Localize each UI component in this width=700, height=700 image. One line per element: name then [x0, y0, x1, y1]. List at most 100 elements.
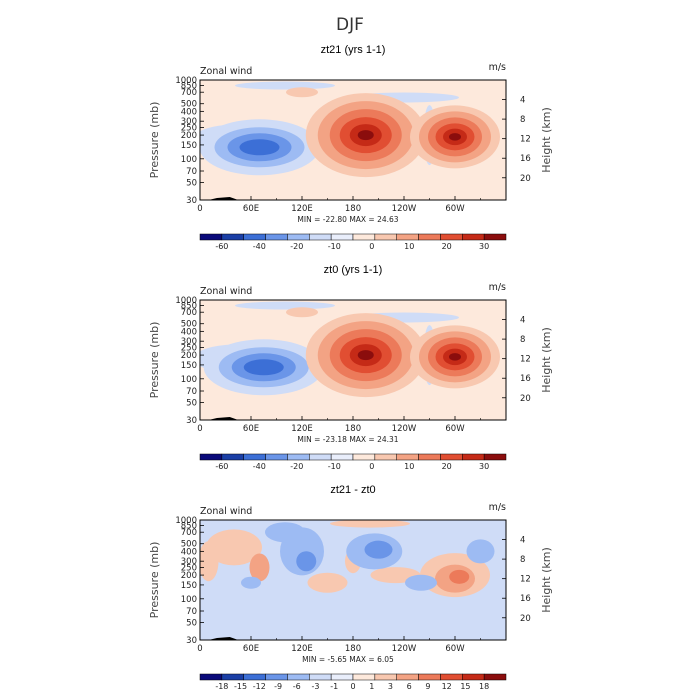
stats-label: MIN = -5.65 MAX = 6.05 [302, 655, 394, 664]
x-tick-label: 0 [197, 204, 202, 214]
x-tick-label: 60W [445, 204, 465, 214]
easterly-contour [243, 359, 284, 376]
easterly-contour [239, 139, 280, 156]
colorbar-swatch [199, 673, 223, 681]
pressure-tick-label: 1000 [175, 296, 197, 306]
colorbar-swatch [221, 673, 244, 681]
pressure-tick-label: 70 [186, 607, 197, 617]
colorbar-swatch [396, 233, 419, 241]
x-tick-label: 120E [291, 204, 313, 214]
pressure-tick-label: 150 [181, 581, 197, 591]
pressure-tick-label: 400 [181, 107, 197, 117]
pressure-tick-label: 1000 [175, 516, 197, 526]
height-tick-label: 4 [520, 96, 525, 106]
colorbar-label: -10 [328, 462, 341, 471]
colorbar-label: -3 [312, 682, 320, 691]
colorbar-label: -9 [274, 682, 282, 691]
colorbar-label: 18 [479, 682, 489, 691]
contour-field [200, 300, 506, 420]
x-tick-label: 60W [445, 644, 465, 654]
pressure-tick-label: 30 [186, 196, 197, 206]
westerly-contour [449, 353, 461, 361]
pressure-tick-label: 850 [181, 302, 197, 312]
colorbar-label: -60 [215, 242, 228, 251]
colorbar-label: -60 [215, 462, 228, 471]
pressure-tick-label: 100 [181, 375, 197, 385]
pressure-tick-label: 850 [181, 522, 197, 532]
x-tick-label: 0 [197, 644, 202, 654]
westerly-contour [449, 133, 461, 141]
height-tick-label: 12 [520, 355, 531, 365]
height-tick-label: 16 [520, 374, 531, 384]
colorbar-swatch [396, 453, 419, 461]
colorbar-label: 30 [479, 462, 489, 471]
colorbar-swatch [440, 673, 463, 681]
x-tick-label: 0 [197, 424, 202, 434]
pressure-tick-label: 700 [181, 528, 197, 538]
pressure-tick-label: 70 [186, 387, 197, 397]
height-tick-label: 16 [520, 154, 531, 164]
height-tick-label: 8 [520, 115, 525, 125]
colorbar-swatch [352, 673, 376, 681]
terrain-mask [208, 637, 239, 640]
colorbar-swatch [199, 233, 223, 241]
colorbar-label: 15 [460, 682, 470, 691]
pressure-tick-label: 200 [181, 351, 197, 361]
x-tick-label: 120E [291, 644, 313, 654]
y-axis-label: Pressure (mb) [148, 542, 161, 619]
pressure-tick-label: 250 [181, 343, 197, 353]
pressure-tick-label: 700 [181, 88, 197, 98]
height-tick-label: 4 [520, 536, 525, 546]
y-right-axis-label: Height (km) [540, 107, 553, 173]
pressure-tick-label: 30 [186, 416, 197, 426]
colorbar-label: 20 [442, 462, 452, 471]
x-tick-label: 60E [243, 644, 259, 654]
pressure-tick-label: 100 [181, 595, 197, 605]
colorbar-label: -20 [290, 242, 303, 251]
panel-title: zt21 (yrs 1-1) [321, 44, 386, 56]
colorbar-label: -18 [215, 682, 228, 691]
colorbar-swatch [483, 673, 507, 681]
pressure-tick-label: 150 [181, 361, 197, 371]
colorbar-label: 0 [369, 462, 374, 471]
colorbar-swatch [243, 233, 266, 241]
height-tick-label: 8 [520, 335, 525, 345]
colorbar-swatch [287, 453, 310, 461]
colorbar-swatch [330, 233, 354, 241]
colorbar-swatch [374, 233, 397, 241]
height-tick-label: 20 [520, 174, 531, 184]
pressure-tick-label: 300 [181, 557, 197, 567]
stats-label: MIN = -23.18 MAX = 24.31 [297, 435, 398, 444]
x-tick-label: 180 [345, 644, 361, 654]
x-tick-label: 180 [345, 204, 361, 214]
pressure-tick-label: 100 [181, 155, 197, 165]
colorbar-swatch [352, 233, 376, 241]
variable-label: Zonal wind [200, 286, 252, 297]
x-tick-label: 60W [445, 424, 465, 434]
colorbar-label: -40 [253, 462, 266, 471]
units-label: m/s [489, 62, 506, 73]
contour-field [200, 520, 506, 640]
units-label: m/s [489, 502, 506, 513]
x-tick-label: 180 [345, 424, 361, 434]
colorbar-label: -15 [234, 682, 247, 691]
colorbar-swatch [483, 453, 507, 461]
colorbar-label: 6 [407, 682, 412, 691]
pressure-tick-label: 200 [181, 131, 197, 141]
pressure-tick-label: 850 [181, 82, 197, 92]
x-tick-label: 120W [392, 424, 417, 434]
terrain-mask [208, 197, 239, 200]
height-tick-label: 20 [520, 394, 531, 404]
height-tick-label: 4 [520, 316, 525, 326]
colorbar-swatch [418, 233, 441, 241]
colorbar-label: -20 [290, 462, 303, 471]
y-axis-label: Pressure (mb) [148, 322, 161, 399]
colorbar-label: 1 [369, 682, 374, 691]
x-tick-label: 60E [243, 204, 259, 214]
panel-1: zt21 (yrs 1-1)Zonal wind m/s3050701001502… [148, 44, 553, 251]
colorbar-label: -1 [330, 682, 338, 691]
colorbar-swatch [352, 453, 376, 461]
westerly-contour [357, 130, 374, 141]
colorbar-label: -40 [253, 242, 266, 251]
pressure-tick-label: 300 [181, 117, 197, 127]
